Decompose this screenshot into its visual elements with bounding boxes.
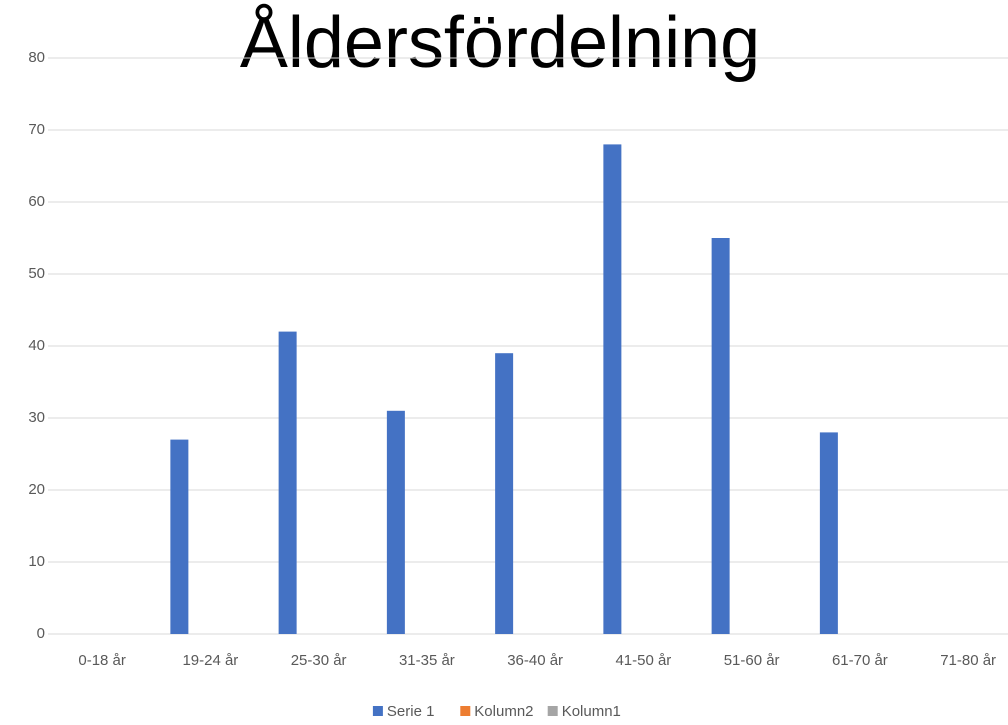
legend-label: Kolumn2	[474, 703, 533, 720]
x-tick-label: 31-35 år	[399, 652, 455, 669]
bar	[603, 144, 622, 634]
x-tick-label: 25-30 år	[291, 652, 347, 669]
bar	[495, 353, 514, 634]
x-tick-label: 0-18 år	[78, 652, 126, 669]
x-tick-label: 61-70 år	[832, 652, 888, 669]
legend-item: Serie 1	[372, 703, 435, 720]
y-tick-label: 50	[28, 265, 45, 282]
bar	[170, 439, 189, 634]
y-tick-label: 60	[28, 193, 45, 210]
y-tick-label: 30	[28, 409, 45, 426]
x-tick-label: 36-40 år	[507, 652, 563, 669]
chart-title: Åldersfördelning	[240, 3, 760, 83]
x-tick-label: 41-50 år	[615, 652, 671, 669]
y-tick-label: 40	[28, 337, 45, 354]
legend-item: Kolumn2	[460, 703, 534, 720]
bar	[711, 238, 730, 634]
x-tick-label: 71-80 år	[940, 652, 996, 669]
legend-swatch	[372, 706, 383, 716]
legend-label: Serie 1	[387, 703, 435, 720]
legend-swatch	[547, 706, 558, 716]
legend-item: Kolumn1	[547, 703, 621, 720]
x-tick-label: 19-24 år	[182, 652, 238, 669]
bar	[386, 410, 405, 634]
y-tick-label: 80	[28, 49, 45, 66]
y-tick-label: 10	[28, 553, 45, 570]
x-tick-label: 51-60 år	[724, 652, 780, 669]
y-tick-label: 20	[28, 481, 45, 498]
y-tick-label: 70	[28, 121, 45, 138]
bar	[278, 331, 297, 634]
legend-label: Kolumn1	[562, 703, 621, 720]
y-tick-label: 0	[37, 625, 45, 642]
legend-swatch	[460, 706, 471, 716]
bar	[819, 432, 838, 634]
